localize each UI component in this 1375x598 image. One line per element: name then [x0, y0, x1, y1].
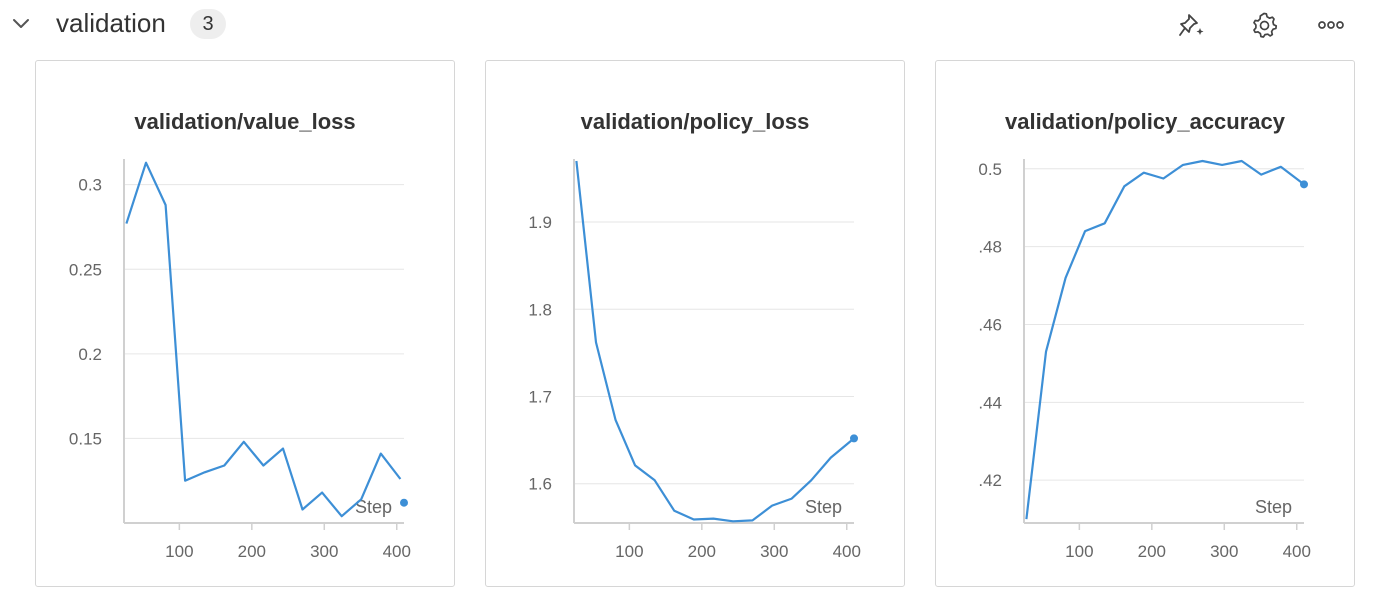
y-tick-label: 0.15: [69, 429, 102, 448]
y-tick-label: 1.6: [528, 475, 552, 494]
x-tick-label: 400: [833, 542, 861, 561]
x-tick-label: 200: [238, 542, 266, 561]
panel-policy-accuracy[interactable]: validation/policy_accuracy .42 .44 .46 .48 0…: [935, 60, 1355, 587]
pin-sparkle-icon[interactable]: [1177, 10, 1207, 40]
y-tick-label: .44: [978, 393, 1002, 412]
y-tick-label: 0.5: [978, 160, 1002, 179]
x-tick-label: 200: [688, 542, 716, 561]
line-chart-value-loss[interactable]: 0.15 0.2 0.25 0.3 100 200 300 400 Step: [36, 61, 456, 588]
chart-title: validation/policy_accuracy: [1004, 109, 1286, 134]
x-tick-label: 300: [1210, 542, 1238, 561]
y-tick-label: .46: [978, 315, 1002, 334]
series-line: [125, 161, 402, 518]
y-tick-label: 0.2: [78, 345, 102, 364]
y-tick-label: .42: [978, 471, 1002, 490]
chart-title: validation/policy_loss: [580, 109, 810, 134]
more-horizontal-icon[interactable]: [1316, 10, 1346, 40]
y-tick-label: 0.25: [69, 260, 102, 279]
x-axis-label: Step: [805, 497, 842, 517]
x-axis-label: Step: [1255, 497, 1292, 517]
line-chart-policy-accuracy[interactable]: .42 .44 .46 .48 0.5 100 200 300 400 Step: [936, 61, 1356, 588]
chevron-down-icon[interactable]: [10, 13, 32, 35]
x-tick-label: 400: [1283, 542, 1311, 561]
x-tick-label: 400: [383, 542, 411, 561]
x-tick-label: 100: [615, 542, 643, 561]
y-tick-label: .48: [978, 238, 1002, 257]
section-header: validation 3: [0, 0, 1375, 50]
panel-count-badge: 3: [190, 9, 226, 39]
x-tick-label: 300: [310, 542, 338, 561]
last-point-marker: [400, 498, 408, 507]
y-tick-label: 1.7: [528, 388, 552, 407]
y-tick-label: 0.3: [78, 176, 102, 195]
x-axis-label: Step: [355, 497, 392, 517]
x-tick-label: 300: [760, 542, 788, 561]
line-chart-policy-loss[interactable]: 1.6 1.7 1.8 1.9 100 200 300 400 Step: [486, 61, 906, 588]
last-point-marker: [1300, 180, 1308, 189]
panel-policy-loss[interactable]: validation/policy_loss 1.6 1.7 1.8 1.9 100 20…: [485, 60, 905, 587]
last-point-marker: [850, 434, 858, 443]
series-line: [575, 160, 855, 523]
y-tick-label: 1.9: [528, 213, 552, 232]
series-line: [1025, 159, 1305, 520]
x-tick-label: 200: [1138, 542, 1166, 561]
section-title[interactable]: validation: [56, 8, 166, 38]
x-tick-label: 100: [1065, 542, 1093, 561]
y-tick-label: 1.8: [528, 300, 552, 319]
panel-value-loss[interactable]: validation/value_loss 0.15 0.2 0.25 0.3 100 2…: [35, 60, 455, 587]
chart-title: validation/value_loss: [134, 109, 356, 134]
x-tick-label: 100: [165, 542, 193, 561]
gear-icon[interactable]: [1249, 10, 1279, 40]
